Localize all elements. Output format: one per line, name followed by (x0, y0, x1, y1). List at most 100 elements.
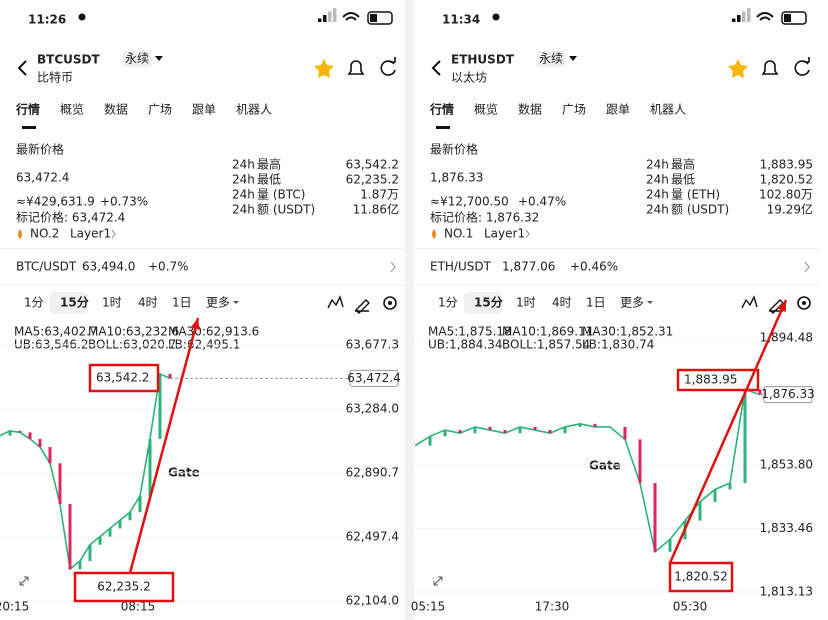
star-icon[interactable] (314, 59, 334, 78)
symbol[interactable]: BTCUSDT (37, 53, 100, 67)
annotation-box (676, 368, 760, 392)
ma-value: MA5:63,402.7 (14, 325, 98, 339)
low-annotation: 62,235.2 (97, 580, 150, 594)
interval[interactable]: 15分 (60, 295, 89, 310)
current-price-label: 63,472.4 (347, 371, 400, 385)
tab[interactable]: 跟单 (192, 103, 216, 117)
stat-period: 24h (232, 203, 255, 217)
high-annotation: 1,883.95 (684, 373, 737, 387)
contract-label: 永续 (125, 52, 149, 66)
expand-icon[interactable] (19, 576, 29, 586)
tab[interactable]: 行情 (15, 102, 40, 117)
stat-label: 额 (USDT) (257, 203, 315, 217)
boll-value: BOLL:1,857.54 (502, 338, 590, 352)
settings-icon[interactable] (797, 296, 811, 310)
signal-bar (742, 11, 746, 22)
back-button[interactable] (431, 60, 441, 76)
bell-icon[interactable] (761, 60, 779, 75)
tab[interactable]: 概览 (60, 102, 84, 117)
interval[interactable]: 15分 (474, 295, 503, 310)
stat-label: 量 (ETH) (671, 188, 720, 202)
price-line (0, 372, 171, 571)
more-dropdown (233, 301, 239, 304)
settings-icon-core (802, 301, 806, 305)
tab[interactable]: 数据 (518, 102, 542, 117)
spot-chevron (804, 261, 810, 273)
ma-value: MA30:62,913.6 (168, 325, 259, 339)
status-icon (492, 13, 500, 21)
interval[interactable]: 1日 (172, 296, 192, 310)
contract-tag (123, 51, 151, 67)
sector-chevron (111, 229, 116, 239)
bell-icon[interactable] (347, 60, 365, 75)
interval[interactable]: 1分 (438, 296, 458, 310)
tab[interactable]: 行情 (429, 102, 454, 117)
ma-value: MA10:1,869.11 (502, 325, 593, 339)
separator (414, 284, 819, 285)
stat-label: 量 (BTC) (257, 188, 305, 202)
tab[interactable]: 机器人 (236, 103, 272, 117)
divider (405, 0, 414, 620)
expand-icon[interactable] (433, 576, 443, 586)
sector-chevron (525, 229, 530, 239)
ma-value: MA30:1,852.31 (582, 325, 673, 339)
mark-price: 标记价格: 63,472.4 (16, 210, 125, 225)
tab[interactable]: 广场 (148, 103, 172, 117)
boll-value: UB:1,884.34 (428, 338, 503, 352)
signal-bar (318, 18, 322, 22)
x-tick-label: 08:15 (121, 600, 156, 614)
tab[interactable]: 广场 (562, 103, 586, 117)
separator (0, 248, 405, 249)
signal-bar (732, 18, 736, 22)
back-button[interactable] (17, 60, 27, 76)
interval[interactable]: 更多 (206, 296, 230, 310)
symbol-dropdown[interactable] (155, 56, 163, 61)
interval[interactable]: 更多 (620, 296, 644, 310)
change: +0.47% (518, 195, 566, 209)
contract-tag (537, 51, 565, 67)
draw-icon[interactable] (355, 299, 370, 314)
refresh-icon[interactable] (380, 57, 396, 76)
interval[interactable]: 4时 (138, 296, 158, 310)
interval[interactable]: 1日 (586, 296, 606, 310)
spot-change: +0.7% (148, 260, 189, 274)
sector[interactable]: Layer1 (484, 227, 525, 241)
stat-period: 24h (232, 188, 255, 202)
interval[interactable]: 1时 (102, 296, 122, 310)
symbol-dropdown[interactable] (569, 56, 577, 61)
tab[interactable]: 概览 (474, 102, 498, 117)
spot-pair[interactable]: ETH/USDT (430, 260, 492, 274)
wifi-icon (342, 12, 360, 21)
wifi-icon (756, 12, 774, 21)
boll-value: LB:1,830.74 (582, 338, 654, 352)
symbol[interactable]: ETHUSDT (451, 53, 515, 67)
stat-label: 最低 (671, 173, 695, 187)
y-tick-label: 62,104.0 (346, 594, 399, 608)
stat-period: 24h (646, 173, 669, 187)
tab[interactable]: 跟单 (606, 103, 630, 117)
stat-label: 最高 (257, 157, 281, 172)
stat-value: 1,820.52 (760, 173, 813, 187)
settings-icon-core (388, 301, 392, 305)
indicator-icon[interactable] (741, 295, 758, 309)
interval[interactable]: 4时 (552, 296, 572, 310)
stat-value: 19.29亿 (767, 202, 813, 217)
settings-icon[interactable] (383, 296, 397, 310)
sector[interactable]: Layer1 (70, 227, 111, 241)
star-icon[interactable] (728, 59, 748, 78)
current-price-box (763, 386, 813, 404)
rank: NO.2 (30, 227, 59, 241)
interval[interactable]: 1时 (516, 296, 536, 310)
y-tick-label: 63,677.3 (346, 338, 399, 352)
spot-pair[interactable]: BTC/USDT (16, 260, 77, 274)
signal-bar (747, 8, 751, 22)
interval[interactable]: 1分 (24, 296, 44, 310)
tab[interactable]: 机器人 (650, 103, 686, 117)
stat-period: 24h (646, 203, 669, 217)
tab[interactable]: 数据 (104, 102, 128, 117)
mark-price: 标记价格: 1,876.32 (430, 210, 539, 225)
indicator-icon[interactable] (327, 295, 344, 309)
y-tick-label: 63,284.0 (346, 401, 399, 415)
refresh-icon[interactable] (794, 57, 810, 76)
